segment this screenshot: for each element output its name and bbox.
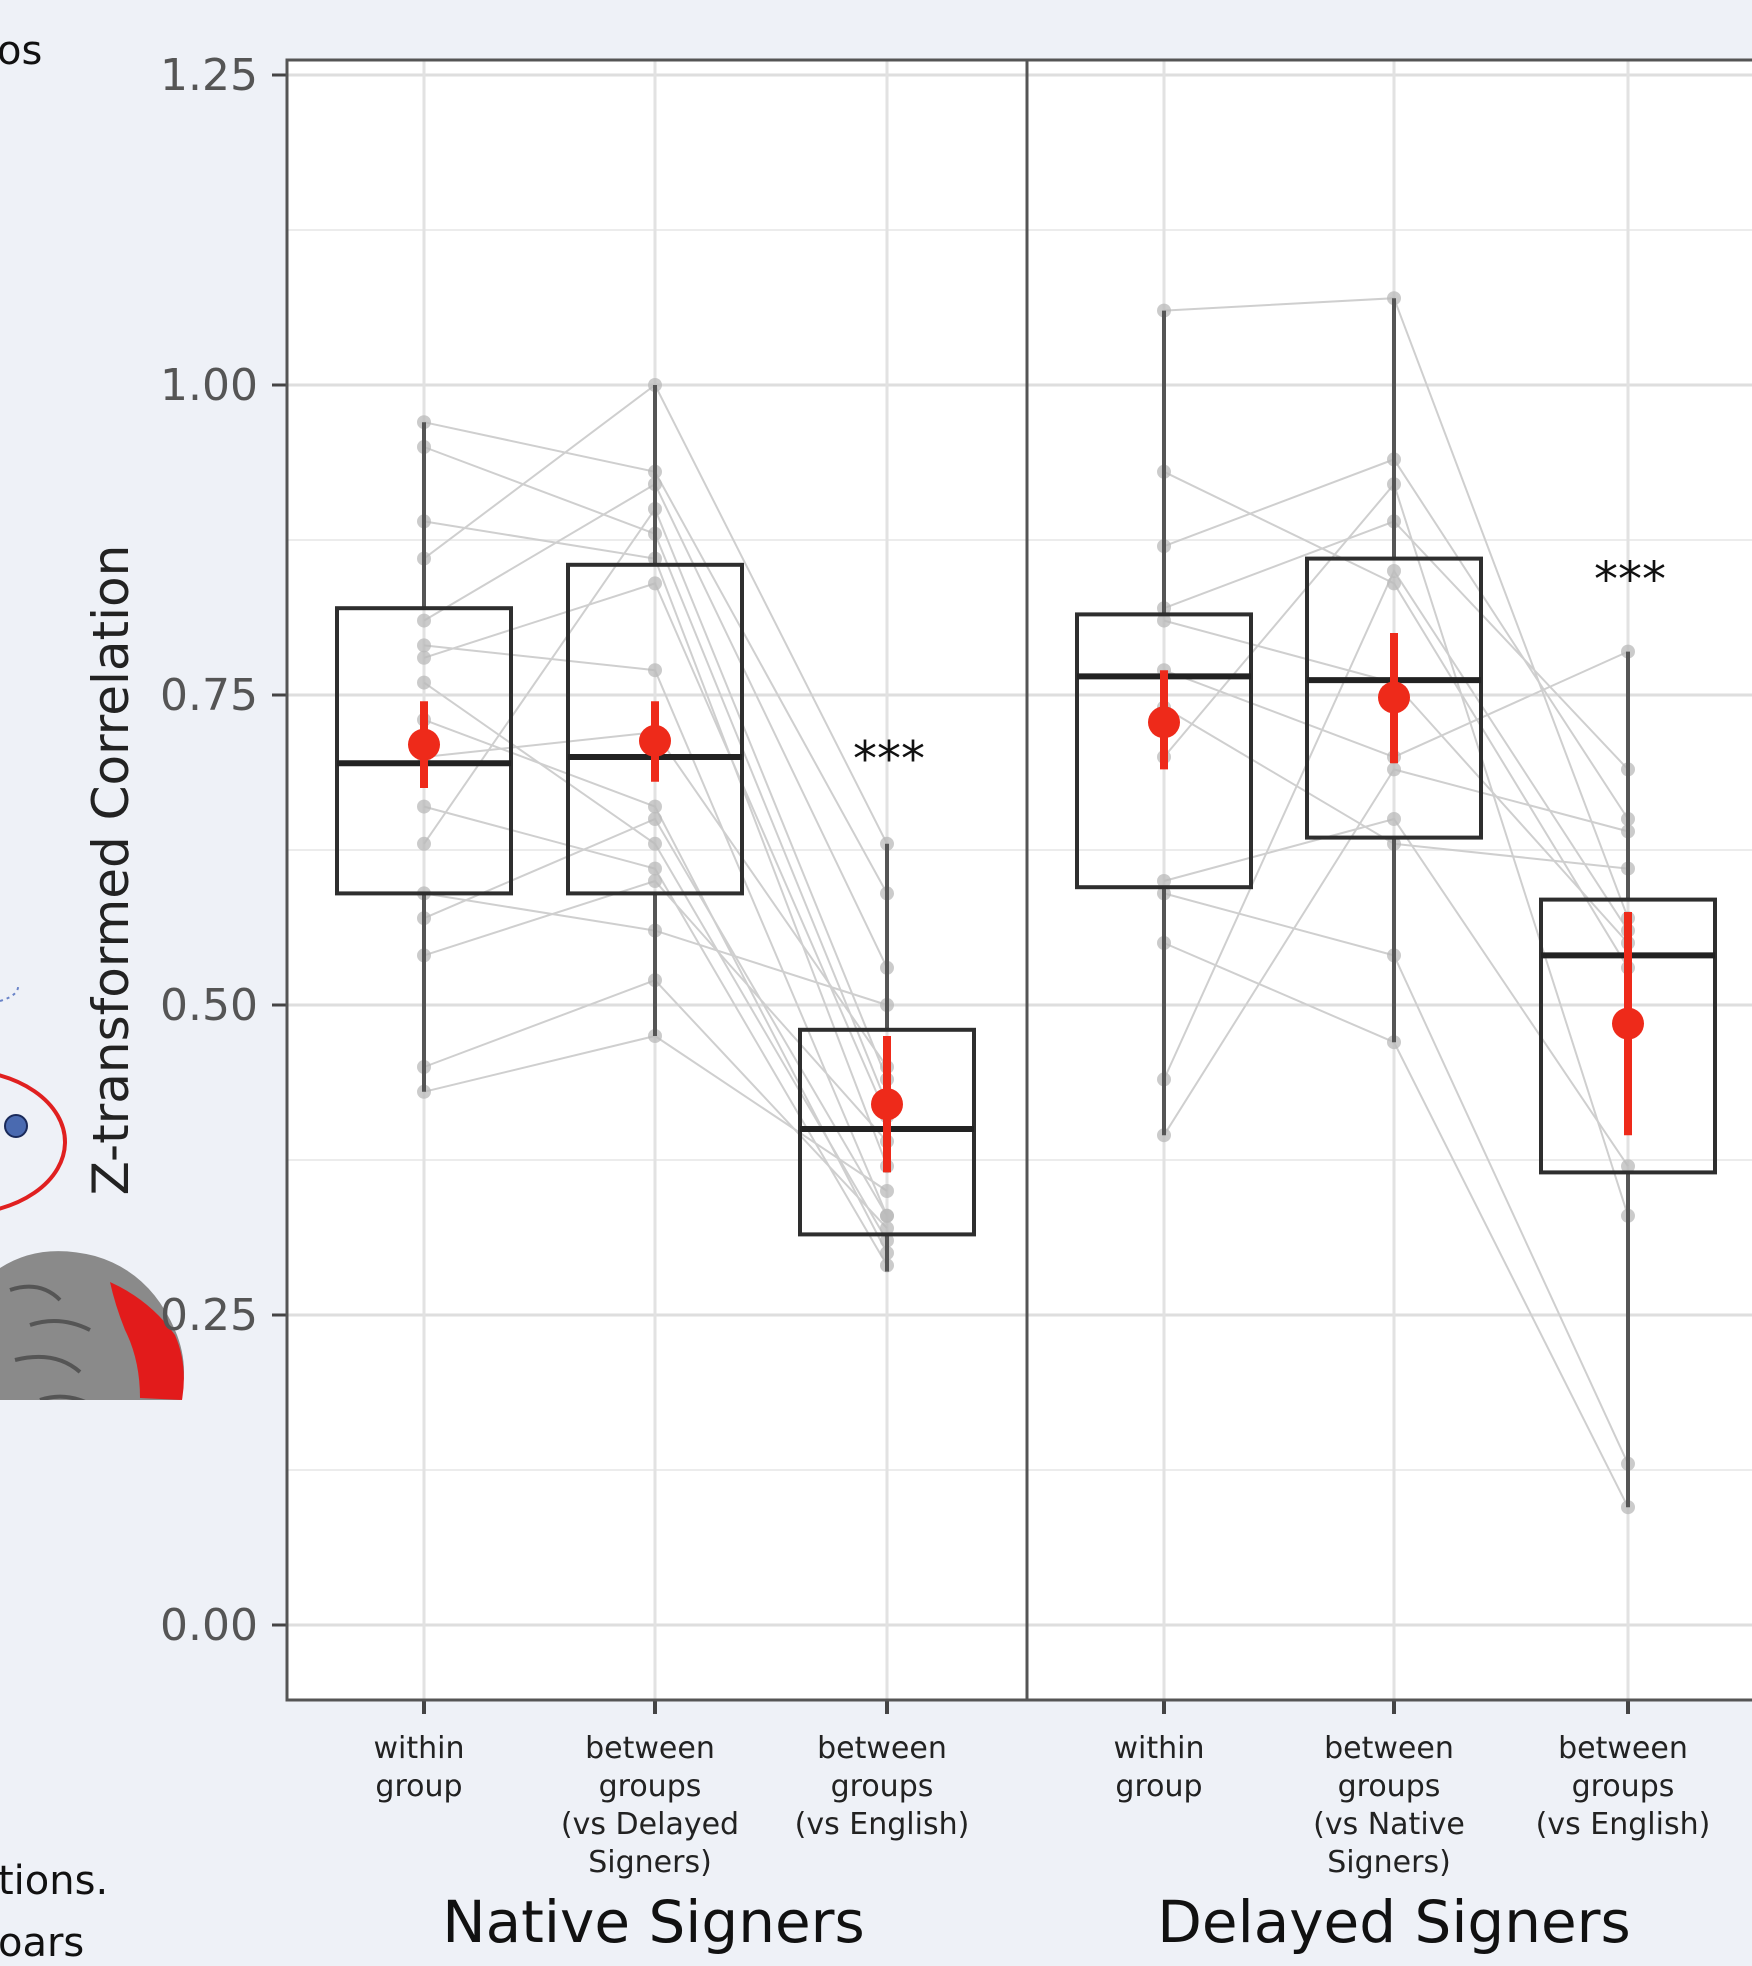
- subject-point: [417, 638, 431, 653]
- subject-point: [648, 576, 662, 591]
- x-category-label-line: between: [817, 1731, 947, 1766]
- box-iqr: [566, 562, 744, 896]
- x-category-label: between groups (vs English): [1536, 1731, 1711, 1842]
- box-iqr: [1305, 556, 1483, 840]
- x-category-label-line: between: [585, 1731, 715, 1766]
- subject-point: [417, 675, 431, 690]
- subject-point: [1157, 613, 1171, 628]
- box-iqr: [798, 1027, 976, 1237]
- x-category-label-line: Signers): [588, 1845, 712, 1880]
- panel-title: Delayed Signers: [1157, 1888, 1631, 1956]
- subject-point: [1387, 812, 1401, 826]
- region-dot-icon: [4, 1114, 28, 1138]
- panel-title: Native Signers: [442, 1888, 864, 1956]
- subject-point: [648, 861, 662, 876]
- x-category-label-line: groups: [831, 1769, 934, 1804]
- y-tick-label: 0.75: [160, 670, 258, 721]
- subject-point: [648, 812, 662, 826]
- box-iqr: [1075, 612, 1253, 890]
- subject-point: [1621, 1159, 1635, 1174]
- x-category-label-line: (vs English): [1536, 1807, 1711, 1842]
- x-category-label-line: groups: [1338, 1769, 1441, 1804]
- y-axis-label: Z-transformed Correlation: [82, 545, 140, 1196]
- significance-annotation: ***: [1594, 552, 1666, 608]
- panel-border: [1025, 58, 1752, 1702]
- slide-brain-graphic: [0, 983, 184, 1400]
- x-category-label-line: groups: [1572, 1769, 1675, 1804]
- subject-point: [648, 799, 662, 814]
- x-category-label-line: groups: [599, 1769, 702, 1804]
- y-tick-label: 0.00: [160, 1600, 258, 1651]
- dotted-connector: [0, 983, 20, 1002]
- subject-point: [648, 874, 662, 888]
- x-category-label: within group: [1114, 1731, 1205, 1804]
- subject-point: [417, 836, 431, 851]
- y-tick-label: 1.00: [160, 360, 258, 411]
- highlight-ellipse: [0, 1073, 67, 1211]
- brain-image: [0, 1251, 184, 1400]
- x-category-label-line: within: [1114, 1731, 1205, 1766]
- x-category-label-line: group: [375, 1769, 462, 1804]
- mean-point: [639, 724, 671, 757]
- cropped-text-bottom-left-1: tions.: [0, 1858, 109, 1904]
- x-category-label: between groups (vs Delayed Signers): [561, 1731, 739, 1880]
- x-category-label-line: (vs Delayed: [561, 1807, 739, 1842]
- mean-point: [408, 728, 440, 761]
- x-category-label-line: between: [1324, 1731, 1454, 1766]
- x-category-label-line: within: [374, 1731, 465, 1766]
- x-category-label: between groups (vs English): [795, 1731, 970, 1842]
- significance-annotation: ***: [853, 732, 925, 788]
- subject-point: [1387, 762, 1401, 777]
- mean-point: [871, 1088, 903, 1121]
- x-category-label-line: (vs English): [795, 1807, 970, 1842]
- subject-point: [880, 1221, 894, 1236]
- subject-point: [417, 650, 431, 665]
- x-category-label-line: Signers): [1327, 1845, 1451, 1880]
- x-category-label-line: (vs Native: [1313, 1807, 1465, 1842]
- mean-point: [1378, 681, 1410, 714]
- subject-point: [880, 1184, 894, 1198]
- x-category-label-line: group: [1115, 1769, 1202, 1804]
- subject-point: [1387, 576, 1401, 591]
- x-category-label: between groups (vs Native Signers): [1313, 1731, 1465, 1880]
- y-tick-label: 0.25: [160, 1290, 258, 1341]
- x-category-label: within group: [374, 1731, 465, 1804]
- mean-point: [1612, 1007, 1644, 1040]
- subject-point: [648, 663, 662, 678]
- y-tick-label: 1.25: [160, 50, 258, 101]
- cropped-text-top-left: os: [0, 28, 43, 74]
- mean-point: [1148, 706, 1180, 739]
- box-iqr: [335, 606, 513, 896]
- subject-point: [880, 1208, 894, 1223]
- box-iqr: [1539, 897, 1717, 1175]
- subject-point: [648, 836, 662, 851]
- subject-point: [417, 799, 431, 814]
- y-tick-label: 0.50: [160, 980, 258, 1031]
- x-category-label-line: between: [1558, 1731, 1688, 1766]
- panel-background: [1027, 60, 1752, 1700]
- subject-point: [1387, 564, 1401, 578]
- subject-point: [417, 613, 431, 628]
- subject-point: [1157, 874, 1171, 888]
